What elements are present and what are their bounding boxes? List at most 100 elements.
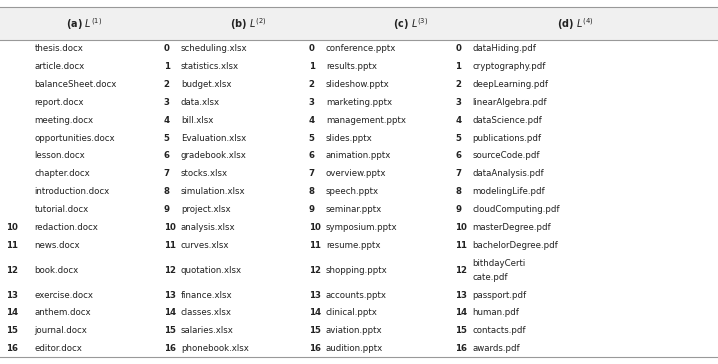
Text: budget.xlsx: budget.xlsx — [181, 80, 231, 89]
Text: bachelorDegree.pdf: bachelorDegree.pdf — [472, 241, 558, 250]
Text: 1: 1 — [309, 62, 314, 71]
Text: book.docx: book.docx — [34, 266, 79, 274]
Text: 8: 8 — [309, 187, 314, 196]
Text: statistics.xlsx: statistics.xlsx — [181, 62, 239, 71]
Text: 4: 4 — [455, 116, 462, 125]
Text: article.docx: article.docx — [34, 62, 85, 71]
Text: dataAnalysis.pdf: dataAnalysis.pdf — [472, 169, 544, 178]
Text: conference.pptx: conference.pptx — [326, 44, 396, 54]
Text: clinical.pptx: clinical.pptx — [326, 308, 378, 317]
Text: 15: 15 — [164, 326, 176, 335]
Text: 4: 4 — [164, 116, 170, 125]
Text: 5: 5 — [164, 134, 169, 143]
Text: shopping.pptx: shopping.pptx — [326, 266, 388, 274]
Text: 8: 8 — [164, 187, 169, 196]
Text: 13: 13 — [455, 290, 467, 300]
Text: quotation.xlsx: quotation.xlsx — [181, 266, 242, 274]
Text: slideshow.pptx: slideshow.pptx — [326, 80, 390, 89]
Text: aviation.pptx: aviation.pptx — [326, 326, 383, 335]
Text: (d) $\mathit{L}^{(4)}$: (d) $\mathit{L}^{(4)}$ — [557, 16, 594, 32]
Text: phonebook.xlsx: phonebook.xlsx — [181, 344, 249, 353]
Text: anthem.docx: anthem.docx — [34, 308, 91, 317]
Text: dataHiding.pdf: dataHiding.pdf — [472, 44, 536, 54]
Text: 4: 4 — [309, 116, 315, 125]
Text: 0: 0 — [309, 44, 314, 54]
Text: passport.pdf: passport.pdf — [472, 290, 526, 300]
Text: management.pptx: management.pptx — [326, 116, 406, 125]
Text: 10: 10 — [455, 223, 467, 232]
Text: 9: 9 — [309, 205, 314, 214]
Text: cate.pdf: cate.pdf — [472, 273, 508, 282]
Text: (c) $\mathit{L}^{(3)}$: (c) $\mathit{L}^{(3)}$ — [393, 16, 429, 32]
Text: sourceCode.pdf: sourceCode.pdf — [472, 151, 540, 161]
Text: 8: 8 — [455, 187, 461, 196]
Text: salaries.xlsx: salaries.xlsx — [181, 326, 234, 335]
Text: classes.xlsx: classes.xlsx — [181, 308, 232, 317]
Text: 14: 14 — [6, 308, 18, 317]
Text: 12: 12 — [164, 266, 176, 274]
Text: audition.pptx: audition.pptx — [326, 344, 383, 353]
Text: bill.xlsx: bill.xlsx — [181, 116, 213, 125]
Text: finance.xlsx: finance.xlsx — [181, 290, 233, 300]
Text: balanceSheet.docx: balanceSheet.docx — [34, 80, 117, 89]
Text: 9: 9 — [164, 205, 169, 214]
Text: chapter.docx: chapter.docx — [34, 169, 90, 178]
Text: 2: 2 — [455, 80, 461, 89]
Text: 14: 14 — [164, 308, 176, 317]
Text: 12: 12 — [455, 266, 467, 274]
Text: introduction.docx: introduction.docx — [34, 187, 110, 196]
Text: human.pdf: human.pdf — [472, 308, 519, 317]
Text: simulation.xlsx: simulation.xlsx — [181, 187, 246, 196]
Text: 7: 7 — [455, 169, 462, 178]
Text: 3: 3 — [309, 98, 314, 107]
Text: opportunities.docx: opportunities.docx — [34, 134, 115, 143]
Text: resume.pptx: resume.pptx — [326, 241, 381, 250]
Text: 1: 1 — [164, 62, 169, 71]
Text: 14: 14 — [455, 308, 467, 317]
Text: 16: 16 — [455, 344, 467, 353]
Text: 7: 7 — [164, 169, 170, 178]
Text: seminar.pptx: seminar.pptx — [326, 205, 382, 214]
Text: 6: 6 — [455, 151, 461, 161]
Text: animation.pptx: animation.pptx — [326, 151, 391, 161]
Text: 5: 5 — [455, 134, 461, 143]
Text: (b) $\mathit{L}^{(2)}$: (b) $\mathit{L}^{(2)}$ — [230, 16, 266, 32]
Text: redaction.docx: redaction.docx — [34, 223, 98, 232]
Text: marketing.pptx: marketing.pptx — [326, 98, 392, 107]
Text: 3: 3 — [455, 98, 461, 107]
Text: exercise.docx: exercise.docx — [34, 290, 93, 300]
Text: 10: 10 — [309, 223, 321, 232]
Text: 2: 2 — [164, 80, 169, 89]
Text: overview.pptx: overview.pptx — [326, 169, 386, 178]
Text: linearAlgebra.pdf: linearAlgebra.pdf — [472, 98, 547, 107]
Text: 15: 15 — [455, 326, 467, 335]
Text: bithdayCerti: bithdayCerti — [472, 258, 526, 268]
Text: results.pptx: results.pptx — [326, 62, 377, 71]
Text: 11: 11 — [455, 241, 467, 250]
Text: project.xlsx: project.xlsx — [181, 205, 230, 214]
Text: 0: 0 — [164, 44, 169, 54]
Text: cloudComputing.pdf: cloudComputing.pdf — [472, 205, 560, 214]
Text: dataScience.pdf: dataScience.pdf — [472, 116, 542, 125]
Text: 16: 16 — [309, 344, 321, 353]
Text: 16: 16 — [6, 344, 18, 353]
Text: 6: 6 — [309, 151, 314, 161]
Text: 14: 14 — [309, 308, 321, 317]
Text: 10: 10 — [6, 223, 18, 232]
Text: 13: 13 — [6, 290, 18, 300]
Bar — [0, 7, 718, 40]
Text: 15: 15 — [309, 326, 321, 335]
Text: modelingLife.pdf: modelingLife.pdf — [472, 187, 545, 196]
Text: meeting.docx: meeting.docx — [34, 116, 93, 125]
Text: news.docx: news.docx — [34, 241, 80, 250]
Text: 11: 11 — [164, 241, 176, 250]
Text: awards.pdf: awards.pdf — [472, 344, 520, 353]
Text: tutorial.docx: tutorial.docx — [34, 205, 89, 214]
Text: 0: 0 — [455, 44, 461, 54]
Text: analysis.xlsx: analysis.xlsx — [181, 223, 236, 232]
Text: thesis.docx: thesis.docx — [34, 44, 83, 54]
Text: cryptography.pdf: cryptography.pdf — [472, 62, 546, 71]
Text: 16: 16 — [164, 344, 176, 353]
Text: 5: 5 — [309, 134, 314, 143]
Text: journal.docx: journal.docx — [34, 326, 88, 335]
